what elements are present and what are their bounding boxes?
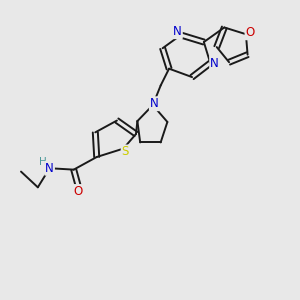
Text: N: N <box>150 97 159 110</box>
Text: N: N <box>173 25 182 38</box>
Text: N: N <box>45 162 54 175</box>
Text: N: N <box>210 57 219 70</box>
Text: H: H <box>39 157 46 167</box>
Text: O: O <box>73 185 83 198</box>
Text: O: O <box>245 26 255 39</box>
Text: S: S <box>122 146 129 158</box>
